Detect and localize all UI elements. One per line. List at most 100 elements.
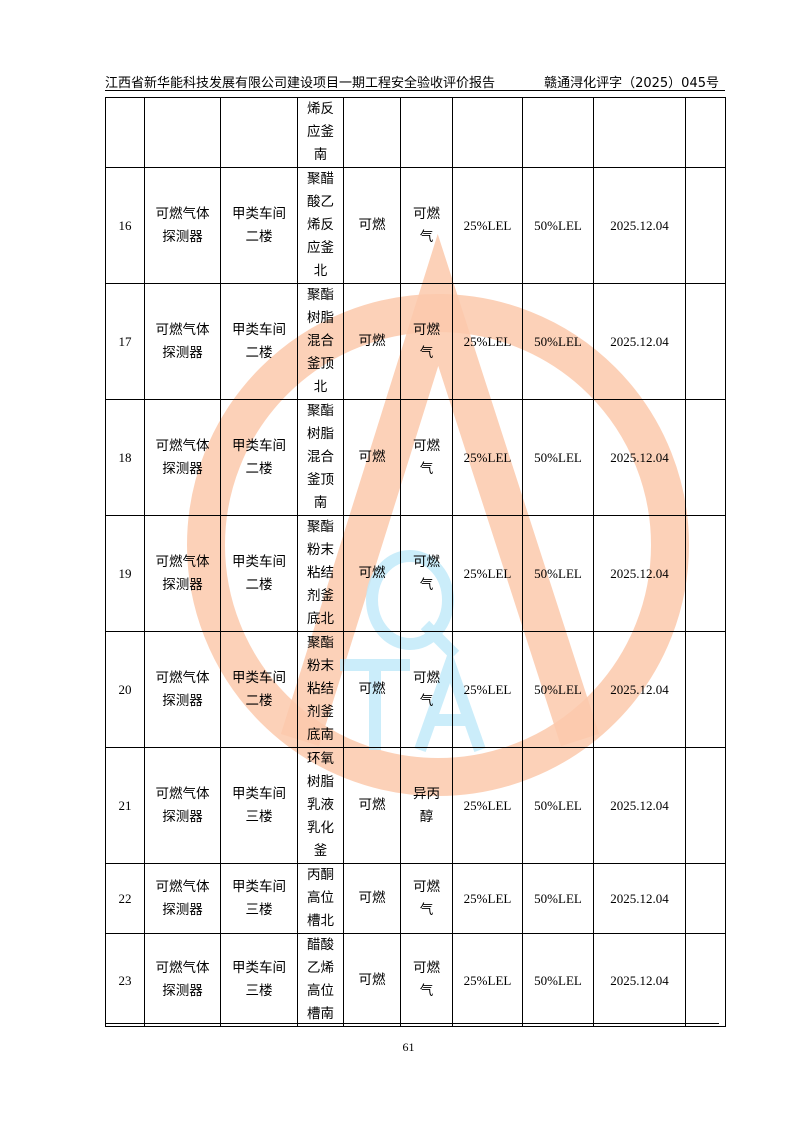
cell-alarm2: 50%LEL — [522, 631, 594, 748]
cell-position: 聚酯 树脂 混合 釜顶 北 — [297, 283, 344, 400]
table-row: 19 可燃气体 探测器 甲类车间 二楼 聚酯 粉末 粘结 剂釜 底北 可燃 可燃 气 25%… — [105, 515, 726, 632]
cell-position: 烯反 应釜 南 — [297, 97, 344, 168]
cell-position: 醋酸 乙烯 高位 槽南 — [297, 933, 344, 1027]
cell-alarm2 — [522, 97, 594, 168]
table-row: 22 可燃气体 探测器 甲类车间 三楼 丙酮 高位 槽北 可燃 可燃 气 25%LEL 50%… — [105, 863, 726, 934]
cell-type: 可燃 — [343, 631, 401, 748]
page-header: 江西省新华能科技发展有限公司建设项目一期工程安全验收评价报告 赣通浔化评字（20… — [105, 70, 725, 91]
cell-name: 可燃气体 探测器 — [144, 399, 221, 516]
cell-name: 可燃气体 探测器 — [144, 515, 221, 632]
cell-date: 2025.12.04 — [593, 283, 686, 400]
cell-no: 16 — [105, 167, 145, 284]
cell-location: 甲类车间 二楼 — [220, 283, 298, 400]
table-row: 烯反 应釜 南 — [105, 97, 726, 168]
report-title: 江西省新华能科技发展有限公司建设项目一期工程安全验收评价报告 — [105, 76, 496, 91]
cell-alarm1 — [452, 97, 523, 168]
gas-detector-table: 烯反 应釜 南 16 可燃气体 探测器 甲类车间 二楼 聚醋 酸乙 烯反 应釜 北可燃可… — [105, 97, 726, 1027]
cell-medium: 异丙 醇 — [400, 747, 453, 864]
cell-date: 2025.12.04 — [593, 399, 686, 516]
cell-date: 2025.12.04 — [593, 747, 686, 864]
cell-position: 聚醋 酸乙 烯反 应釜 北 — [297, 167, 344, 284]
cell-alarm2: 50%LEL — [522, 933, 594, 1027]
cell-medium: 可燃 气 — [400, 933, 453, 1027]
cell-type: 可燃 — [343, 747, 401, 864]
cell-medium: 可燃 气 — [400, 167, 453, 284]
cell-location: 甲类车间 三楼 — [220, 863, 298, 934]
cell-medium: 可燃 气 — [400, 283, 453, 400]
cell-no — [105, 97, 145, 168]
cell-medium — [400, 97, 453, 168]
cell-location: 甲类车间 二楼 — [220, 631, 298, 748]
cell-no: 19 — [105, 515, 145, 632]
cell-alarm2: 50%LEL — [522, 747, 594, 864]
cell-type: 可燃 — [343, 515, 401, 632]
cell-medium: 可燃 气 — [400, 399, 453, 516]
cell-position: 环氧 树脂 乳液 乳化 釜 — [297, 747, 344, 864]
cell-name: 可燃气体 探测器 — [144, 167, 221, 284]
cell-position: 聚酯 树脂 混合 釜顶 南 — [297, 399, 344, 516]
table-row: 23 可燃气体 探测器 甲类车间 三楼 醋酸 乙烯 高位 槽南 可燃 可燃 气 25%LEL… — [105, 933, 726, 1027]
cell-medium: 可燃 气 — [400, 863, 453, 934]
cell-extra — [685, 933, 726, 1027]
cell-location: 甲类车间 三楼 — [220, 933, 298, 1027]
cell-extra — [685, 747, 726, 864]
cell-extra — [685, 167, 726, 284]
cell-name: 可燃气体 探测器 — [144, 863, 221, 934]
cell-position: 聚酯 粉末 粘结 剂釜 底北 — [297, 515, 344, 632]
cell-name: 可燃气体 探测器 — [144, 283, 221, 400]
cell-medium: 可燃 气 — [400, 515, 453, 632]
cell-location: 甲类车间 二楼 — [220, 515, 298, 632]
cell-date: 2025.12.04 — [593, 167, 686, 284]
cell-no: 21 — [105, 747, 145, 864]
cell-no: 18 — [105, 399, 145, 516]
cell-alarm2: 50%LEL — [522, 399, 594, 516]
cell-type: 可燃 — [343, 283, 401, 400]
table-row: 17 可燃气体 探测器 甲类车间 二楼 聚酯 树脂 混合 釜顶 北可燃 可燃 气 25%L… — [105, 283, 726, 400]
cell-location: 甲类车间 三楼 — [220, 747, 298, 864]
cell-position: 丙酮 高位 槽北 — [297, 863, 344, 934]
table-row: 20 可燃气体 探测器 甲类车间 二楼 聚酯 粉末 粘结 剂釜 底南 可燃 可燃 气 25%… — [105, 631, 726, 748]
cell-alarm1: 25%LEL — [452, 167, 523, 284]
cell-alarm1: 25%LEL — [452, 283, 523, 400]
cell-location: 甲类车间 二楼 — [220, 167, 298, 284]
cell-alarm1: 25%LEL — [452, 747, 523, 864]
cell-medium: 可燃 气 — [400, 631, 453, 748]
cell-name: 可燃气体 探测器 — [144, 747, 221, 864]
cell-no: 23 — [105, 933, 145, 1027]
cell-date: 2025.12.04 — [593, 933, 686, 1027]
cell-alarm2: 50%LEL — [522, 283, 594, 400]
table-row: 21 可燃气体 探测器 甲类车间 三楼 环氧 树脂 乳液 乳化 釜可燃 异丙 醇 25%L… — [105, 747, 726, 864]
cell-extra — [685, 863, 726, 934]
cell-name: 可燃气体 探测器 — [144, 631, 221, 748]
cell-no: 20 — [105, 631, 145, 748]
cell-extra — [685, 283, 726, 400]
cell-alarm1: 25%LEL — [452, 515, 523, 632]
cell-alarm1: 25%LEL — [452, 863, 523, 934]
cell-location: 甲类车间 二楼 — [220, 399, 298, 516]
document-number: 赣通浔化评字（2025）045号 — [544, 76, 719, 91]
cell-type: 可燃 — [343, 167, 401, 284]
cell-type: 可燃 — [343, 863, 401, 934]
cell-type: 可燃 — [343, 933, 401, 1027]
cell-type: 可燃 — [343, 399, 401, 516]
cell-type — [343, 97, 401, 168]
cell-location — [220, 97, 298, 168]
cell-extra — [685, 631, 726, 748]
cell-name — [144, 97, 221, 168]
cell-alarm2: 50%LEL — [522, 167, 594, 284]
table-row: 18 可燃气体 探测器 甲类车间 二楼 聚酯 树脂 混合 釜顶 南可燃 可燃 气 25%L… — [105, 399, 726, 516]
cell-no: 17 — [105, 283, 145, 400]
cell-alarm2: 50%LEL — [522, 863, 594, 934]
cell-alarm1: 25%LEL — [452, 399, 523, 516]
cell-date — [593, 97, 686, 168]
cell-alarm1: 25%LEL — [452, 631, 523, 748]
cell-extra — [685, 97, 726, 168]
cell-date: 2025.12.04 — [593, 515, 686, 632]
cell-name: 可燃气体 探测器 — [144, 933, 221, 1027]
cell-extra — [685, 515, 726, 632]
cell-extra — [685, 399, 726, 516]
cell-alarm2: 50%LEL — [522, 515, 594, 632]
cell-no: 22 — [105, 863, 145, 934]
cell-alarm1: 25%LEL — [452, 933, 523, 1027]
table-row: 16 可燃气体 探测器 甲类车间 二楼 聚醋 酸乙 烯反 应釜 北可燃 可燃 气 25%L… — [105, 167, 726, 284]
